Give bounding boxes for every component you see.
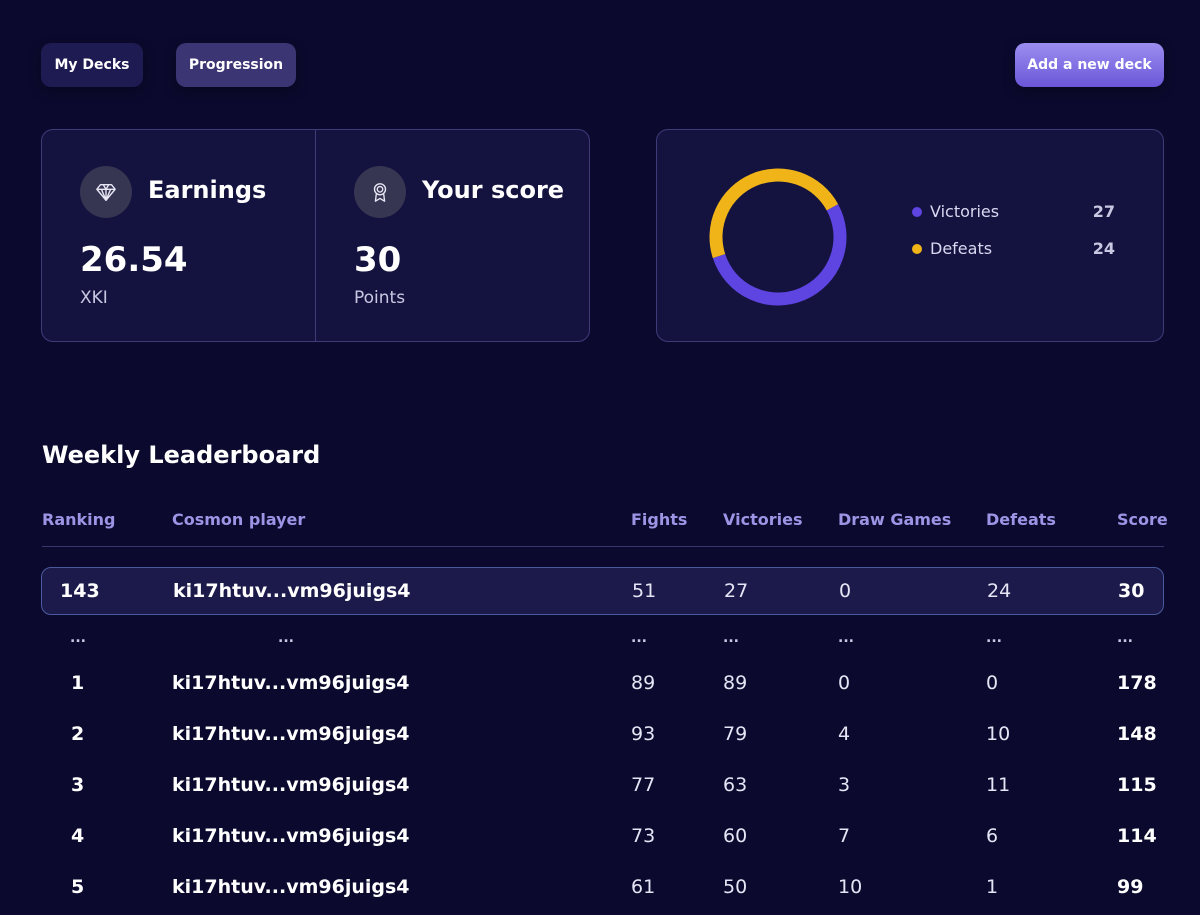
defeats-cell: 1 [986,876,999,898]
player-cell: ki17htuv...vm96juigs4 [172,723,410,745]
table-header-divider [42,546,1164,547]
col-fights[interactable]: Fights [631,510,688,529]
victories-cell: 50 [723,876,748,898]
player-cell: ki17htuv...vm96juigs4 [172,672,410,694]
col-defeats[interactable]: Defeats [986,510,1056,529]
ellipsis-rank: ... [70,630,86,646]
rank-cell: 5 [71,876,85,898]
my-decks-button[interactable]: My Decks [41,43,143,87]
ellipsis-defeats: ... [986,630,1002,646]
ellipsis-score: ... [1117,630,1133,646]
table-row[interactable]: 5 ki17htuv...vm96juigs4 61 50 10 1 99 [41,864,1164,912]
current-player-row[interactable]: 143 ki17htuv...vm96juigs4 51 27 0 24 30 [41,567,1164,615]
defeats-cell: 10 [986,723,1011,745]
fights-cell: 93 [631,723,656,745]
col-victories[interactable]: Victories [723,510,803,529]
ellipsis-victories: ... [723,630,739,646]
table-row[interactable]: 3 ki17htuv...vm96juigs4 77 63 3 11 115 [41,762,1164,810]
draws-cell: 0 [838,672,851,694]
victories-cell: 63 [723,774,748,796]
ellipsis-fights: ... [631,630,647,646]
score-cell: 115 [1117,774,1157,796]
col-player[interactable]: Cosmon player [172,510,306,529]
player-cell: ki17htuv...vm96juigs4 [172,774,410,796]
earnings-unit: XKI [80,288,108,308]
legend-victories-label: Victories [930,202,1000,221]
defeats-cell: 0 [986,672,999,694]
fights-cell: 73 [631,825,656,847]
medal-icon [354,166,406,218]
player-cell: ki17htuv...vm96juigs4 [172,825,410,847]
victories-cell: 27 [724,580,749,602]
earnings-value: 26.54 [80,240,188,280]
col-ranking[interactable]: Ranking [42,510,116,529]
fights-cell: 89 [631,672,656,694]
fights-cell: 61 [631,876,656,898]
score-cell: 178 [1117,672,1157,694]
table-row[interactable]: 2 ki17htuv...vm96juigs4 93 79 4 10 148 [41,711,1164,759]
player-cell: ki17htuv...vm96juigs4 [173,580,411,602]
legend-victories-value: 27 [1092,202,1115,221]
leaderboard-title: Weekly Leaderboard [42,441,321,469]
draws-cell: 4 [838,723,851,745]
draws-cell: 3 [838,774,851,796]
score-title: Your score [422,176,565,204]
victories-cell: 79 [723,723,748,745]
victories-dot [912,207,922,217]
add-deck-button[interactable]: Add a new deck [1015,43,1164,87]
col-draws[interactable]: Draw Games [838,510,952,529]
fights-cell: 77 [631,774,656,796]
progression-button[interactable]: Progression [176,43,296,87]
draws-cell: 7 [838,825,851,847]
victories-slice [712,204,847,306]
earnings-title: Earnings [148,176,267,204]
table-row[interactable]: 1 ki17htuv...vm96juigs4 89 89 0 0 178 [41,660,1164,708]
defeats-cell: 11 [986,774,1011,796]
legend-defeats-value: 24 [1092,239,1115,258]
score-cell: 30 [1118,580,1145,602]
col-score[interactable]: Score [1117,510,1168,529]
victories-cell: 60 [723,825,748,847]
defeats-cell: 6 [986,825,999,847]
ellipsis-draws: ... [838,630,854,646]
score-unit: Points [354,288,406,308]
table-row[interactable]: 4 ki17htuv...vm96juigs4 73 60 7 6 114 [41,813,1164,861]
score-cell: 114 [1117,825,1157,847]
results-donut-chart [709,168,847,306]
rank-cell: 4 [71,825,85,847]
draws-cell: 0 [839,580,852,602]
score-stat: Your score 30 Points [316,130,590,341]
score-value: 30 [354,240,402,280]
fights-cell: 51 [632,580,657,602]
legend-defeats-label: Defeats [930,239,993,258]
defeats-dot [912,244,922,254]
results-chart-card: Victories 27 Defeats 24 [656,129,1164,342]
stats-divider [315,130,316,341]
diamond-icon [80,166,132,218]
legend-victories: Victories 27 [910,200,1115,224]
legend-defeats: Defeats 24 [910,237,1115,261]
ellipsis-player: ... [278,630,294,646]
player-cell: ki17htuv...vm96juigs4 [172,876,410,898]
score-cell: 148 [1117,723,1157,745]
defeats-slice [709,168,839,259]
rank-cell: 143 [60,580,100,602]
rank-cell: 2 [71,723,85,745]
earnings-stat: Earnings 26.54 XKI [42,130,316,341]
victories-cell: 89 [723,672,748,694]
draws-cell: 10 [838,876,863,898]
defeats-cell: 24 [987,580,1012,602]
score-cell: 99 [1117,876,1144,898]
rank-cell: 1 [71,672,85,694]
rank-cell: 3 [71,774,85,796]
stats-card: Earnings 26.54 XKI Your score 30 Points [41,129,590,342]
